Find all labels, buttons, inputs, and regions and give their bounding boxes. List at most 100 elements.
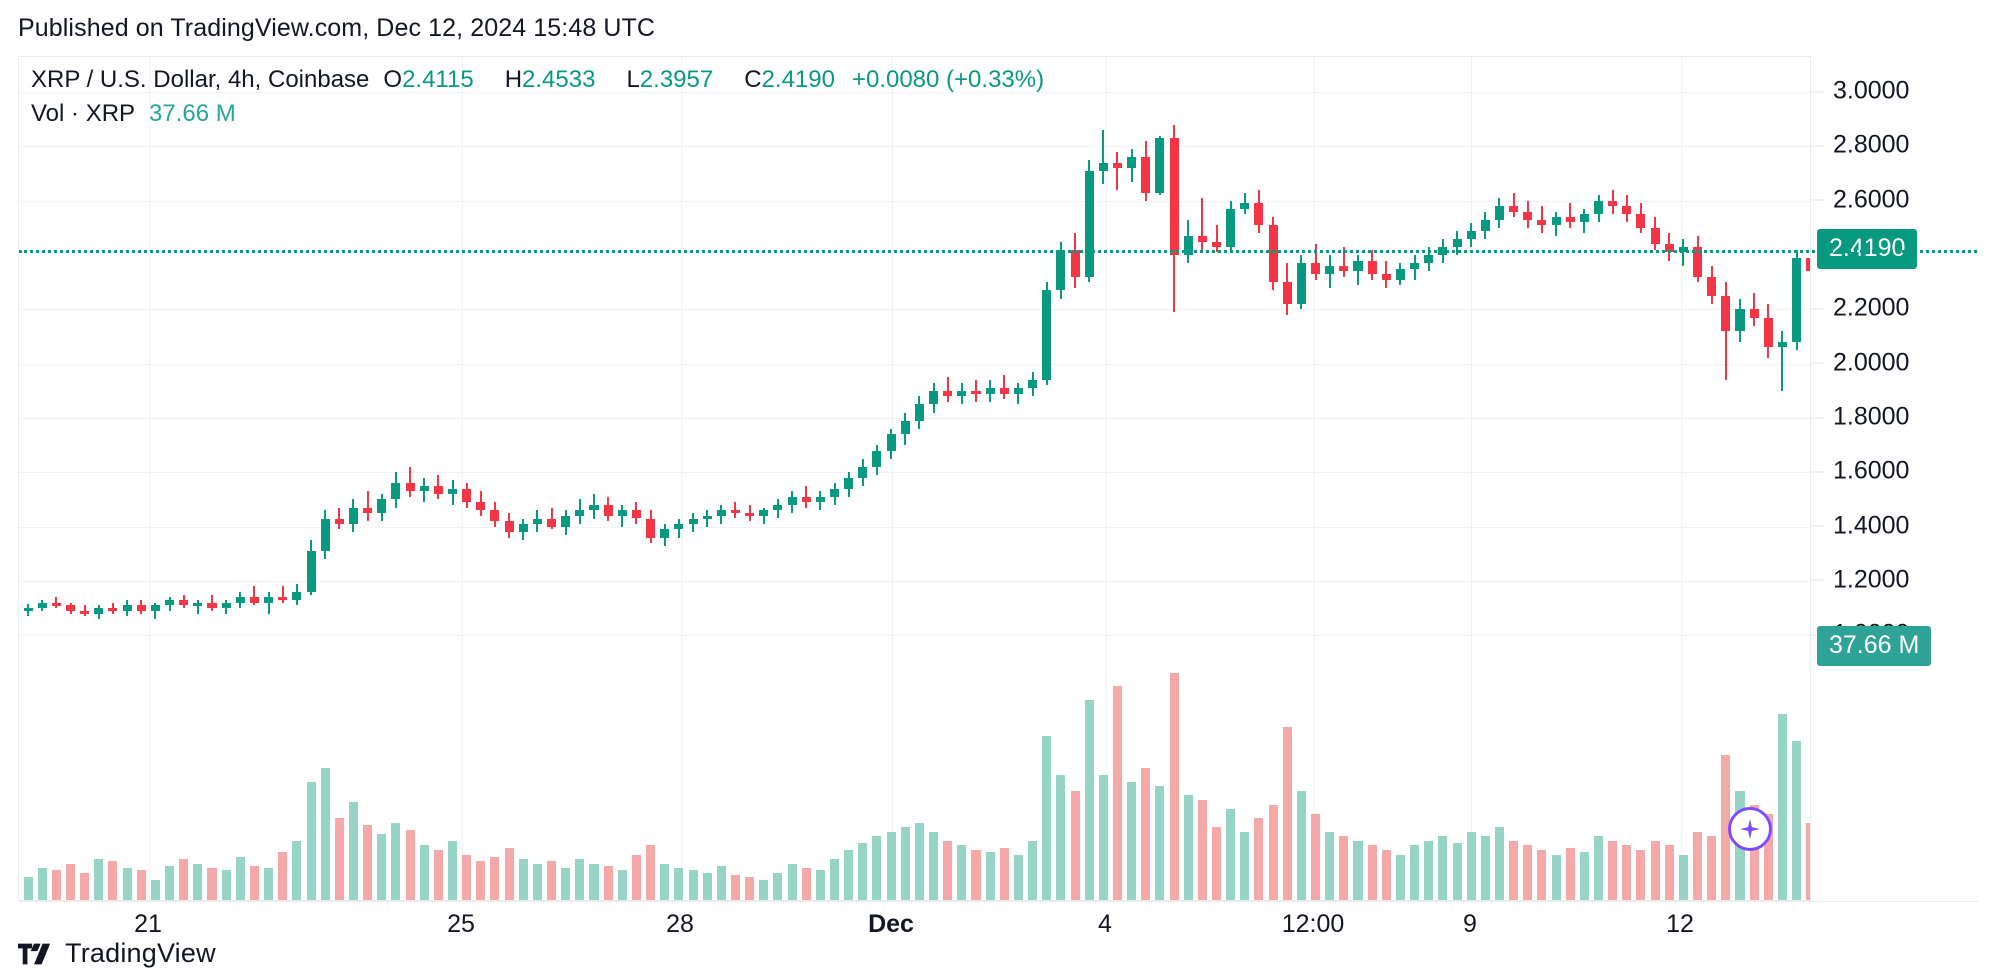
volume-bar [631, 854, 641, 900]
candle-body [1664, 244, 1674, 253]
candle-body [1141, 157, 1151, 193]
candle-wick [211, 594, 213, 611]
candle-body [1282, 282, 1292, 304]
candle-body [617, 510, 627, 516]
candle-body [1395, 268, 1405, 280]
candle-wick [1003, 374, 1006, 399]
candle-body [660, 529, 670, 538]
volume-bar [1466, 831, 1476, 900]
volume-bar [589, 863, 599, 900]
candle-wick [196, 599, 199, 614]
volume-bar [1339, 836, 1349, 900]
time-tick-label: 25 [447, 910, 475, 938]
volume-bar [829, 859, 840, 900]
candle-body [716, 510, 726, 516]
time-tick-label: 4 [1098, 910, 1112, 938]
candle-body [957, 390, 967, 397]
volume-bar [447, 840, 458, 900]
legend-change: +0.0080 (+0.33%) [851, 66, 1045, 93]
price-tick-dash [1811, 525, 1824, 527]
candle-body [787, 496, 797, 505]
volume-bar [1211, 827, 1222, 900]
candle-body [745, 513, 755, 517]
volume-bar [1254, 818, 1264, 900]
volume-bar [1523, 845, 1533, 900]
volume-bar [391, 822, 401, 900]
candle-wick [946, 377, 949, 402]
grid-line-horizontal [19, 200, 1977, 202]
candle-body [1098, 162, 1108, 171]
candle-body [1424, 255, 1434, 264]
volume-bar [1509, 840, 1519, 900]
candle-body [547, 518, 557, 527]
candle-body [1325, 265, 1335, 275]
volume-bar [1155, 786, 1165, 900]
candle-wick [1781, 331, 1784, 391]
candle-body [150, 605, 160, 611]
candle-body [1197, 236, 1207, 242]
volume-bar [1169, 672, 1179, 900]
candle-body [1240, 203, 1250, 209]
candle-body [179, 599, 189, 606]
time-scale[interactable]: 21 25 28 Dec 4 12:00 9 12 [18, 901, 1978, 945]
legend-volume-label[interactable]: Vol · XRP [31, 100, 136, 127]
candle-body [1509, 206, 1519, 212]
candle-body [858, 466, 868, 478]
legend-open-key: O [383, 66, 403, 93]
volume-bar [37, 868, 47, 900]
volume-bar [759, 879, 769, 900]
time-tick-label: 21 [134, 910, 162, 938]
volume-bar [1127, 781, 1137, 900]
volume-bar [1311, 813, 1321, 900]
volume-bar [1749, 804, 1759, 900]
candle-body [730, 510, 740, 514]
volume-bar [334, 818, 344, 900]
volume-bar [122, 868, 132, 900]
candle-body [419, 485, 429, 492]
legend-high-value: 2.4533 [522, 66, 596, 93]
candle-body [1127, 157, 1137, 169]
volume-bar [1353, 840, 1363, 900]
volume-bar [929, 831, 939, 900]
volume-bar [235, 856, 245, 900]
candle-body [1494, 206, 1504, 220]
candle-wick [1342, 246, 1345, 277]
tradingview-logo-icon [18, 943, 51, 964]
grid-line-vertical [462, 57, 463, 900]
time-tick-label: 12 [1666, 910, 1694, 938]
candle-body [759, 510, 769, 516]
volume-bar [1084, 700, 1094, 900]
volume-bar [1693, 831, 1703, 900]
volume-value-badge[interactable]: 37.66 M [1817, 626, 1932, 666]
time-tick-label: 9 [1463, 910, 1477, 938]
candle-body [490, 510, 500, 522]
volume-bar [1494, 827, 1504, 900]
volume-bar [221, 870, 231, 900]
price-tick-label: 1.6000 [1811, 457, 1909, 486]
candle-body [447, 488, 458, 495]
published-caption: Published on TradingView.com, Dec 12, 20… [18, 14, 656, 42]
candle-body [1749, 309, 1759, 318]
price-scale[interactable]: 3.0000 2.8000 2.6000 2.2000 2.0000 1.8000 1.60… [1810, 56, 1978, 901]
grid-line-vertical [892, 57, 893, 900]
legend-close: C2.4190 [744, 63, 835, 97]
volume-bar [462, 854, 472, 900]
legend-symbol[interactable]: XRP / U.S. Dollar, 4h, Coinbase [31, 66, 370, 93]
candle-body [405, 483, 415, 492]
volume-bar [1056, 775, 1066, 900]
volume-bar [943, 840, 953, 900]
candle-wick [1724, 282, 1727, 380]
volume-bar [1183, 795, 1193, 900]
candle-wick [621, 504, 624, 527]
candle-body [1593, 200, 1604, 215]
candle-body [37, 602, 47, 609]
ai-assistant-button[interactable] [1728, 807, 1772, 851]
candle-body [1056, 249, 1066, 291]
last-price-badge[interactable]: 2.4190 [1817, 228, 1918, 269]
candle-body [815, 496, 825, 503]
chart-plot-area[interactable] [19, 57, 1977, 900]
candle-body [292, 591, 302, 600]
candle-body [1112, 162, 1122, 169]
volume-bar [433, 850, 443, 900]
grid-line-vertical [1471, 57, 1472, 900]
